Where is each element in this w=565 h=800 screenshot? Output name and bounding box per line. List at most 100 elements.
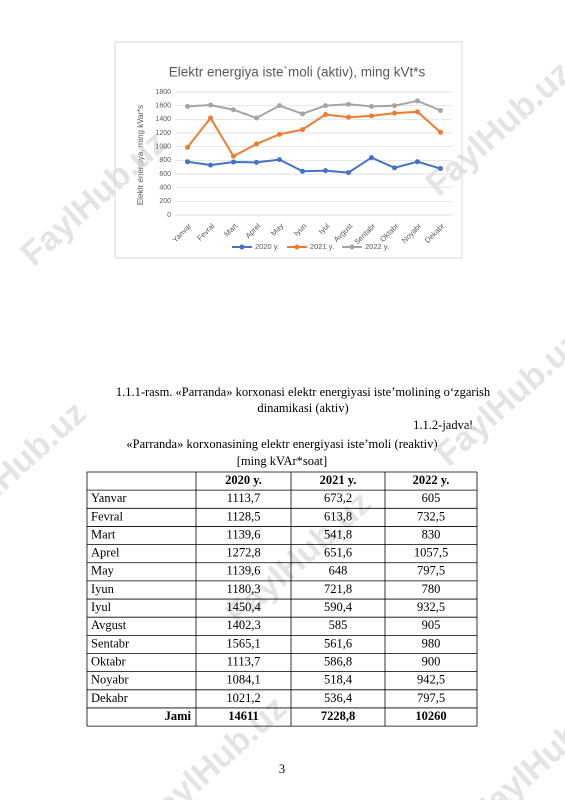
- table-cell: 2020 y.: [225, 473, 262, 487]
- point: [392, 110, 397, 116]
- y-tick-label: 1000: [155, 144, 171, 151]
- table-cell: 10260: [415, 709, 446, 723]
- point: [323, 168, 328, 174]
- point: [415, 98, 420, 104]
- table-cell: 605: [422, 491, 441, 505]
- watermark: FaylHub.uz: [0, 394, 94, 544]
- table-cell: Iyul: [91, 600, 112, 614]
- point: [185, 159, 190, 165]
- point: [346, 170, 351, 176]
- table-cell: 797,5: [417, 564, 445, 578]
- point: [438, 129, 443, 135]
- point: [323, 103, 328, 109]
- point: [392, 103, 397, 109]
- table-cell: 613,8: [324, 509, 352, 523]
- table-cell: 673,2: [324, 491, 352, 505]
- table-cell: Mart: [91, 527, 116, 541]
- point: [185, 144, 190, 150]
- table-cell: 1180,3: [227, 582, 261, 596]
- point: [300, 111, 305, 117]
- legend-label: 2022 y.: [365, 242, 389, 251]
- point: [323, 112, 328, 118]
- figure-caption: 1.1.1-rasm. «Parranda» korxonasi elektr …: [116, 385, 491, 415]
- table-cell: 2022 y.: [413, 473, 450, 487]
- table-cell: 7228,8: [321, 709, 355, 723]
- series-line: [187, 156, 441, 174]
- table-cell: 1113,7: [227, 491, 260, 505]
- table-cell: 905: [422, 618, 441, 632]
- table-cell: May: [91, 564, 115, 578]
- y-tick-label: 0: [167, 212, 171, 219]
- point: [231, 153, 236, 159]
- point: [231, 159, 236, 165]
- point: [254, 159, 259, 165]
- table-title: «Parranda» korxonasining elektr energiya…: [126, 437, 437, 451]
- table-cell: 585: [329, 618, 348, 632]
- table-cell: 942,5: [417, 673, 445, 687]
- y-tick-label: 600: [159, 171, 171, 178]
- y-tick-label: 1200: [155, 130, 171, 137]
- chart-frame: [114, 41, 463, 259]
- y-tick-label: 1600: [155, 103, 171, 110]
- table-unit: [ming kVAr*soat]: [237, 454, 327, 468]
- table-cell: Oktabr: [91, 654, 127, 668]
- table-cell: 1113,7: [227, 654, 260, 668]
- table-cell: Yanvar: [91, 491, 127, 505]
- point: [346, 114, 351, 120]
- table-cell: 1057,5: [414, 546, 448, 560]
- table-cell: 1139,6: [227, 564, 261, 578]
- table-cell: Noyabr: [91, 673, 129, 687]
- point: [208, 115, 213, 121]
- table-cell: 1128,5: [227, 509, 261, 523]
- table-cell: 14611: [228, 709, 259, 723]
- point: [231, 107, 236, 113]
- table-cell: 518,4: [324, 673, 353, 687]
- table-cell: 541,8: [324, 527, 352, 541]
- table-cell: Fevral: [91, 509, 123, 523]
- y-axis-label: Elektr energiya, ming kVar*s: [136, 105, 145, 205]
- series-line: [187, 99, 441, 120]
- table-cell: 797,5: [417, 691, 445, 705]
- point: [415, 109, 420, 115]
- legend-marker: [239, 244, 245, 250]
- table-cell: 1139,6: [227, 527, 261, 541]
- table-cell: 1021,2: [226, 691, 260, 705]
- y-tick-label: 200: [159, 198, 171, 205]
- y-tick-label: 1800: [155, 89, 171, 96]
- table-cell: 586,8: [324, 654, 352, 668]
- series-line: [186, 110, 442, 158]
- table-cell: Avgust: [91, 618, 127, 632]
- point: [438, 166, 443, 172]
- table-cell: Aprel: [91, 546, 120, 560]
- point: [208, 102, 213, 108]
- table-cell: 2021 y.: [320, 473, 357, 487]
- table-cell: 590,4: [324, 600, 353, 614]
- point: [300, 168, 305, 174]
- point: [346, 101, 351, 107]
- point: [415, 159, 420, 165]
- table-cell: 732,5: [417, 509, 445, 523]
- legend-label: 2020 y.: [255, 242, 279, 251]
- watermark: FaylHub.uz: [464, 684, 565, 800]
- table-cell: 651,6: [324, 546, 352, 560]
- point: [369, 155, 374, 161]
- table-cell: Iyun: [91, 582, 115, 596]
- point: [300, 127, 305, 133]
- y-tick-label: 800: [159, 157, 171, 164]
- point: [277, 103, 282, 109]
- legend-marker: [349, 244, 355, 250]
- legend-marker: [294, 244, 300, 250]
- table-cell: 932,5: [417, 600, 445, 614]
- table-cell: 721,8: [324, 582, 352, 596]
- table-cell: 536,4: [324, 691, 353, 705]
- table-number: 1.1.2-jadval.: [413, 418, 476, 432]
- point: [277, 131, 282, 137]
- point: [369, 113, 374, 119]
- table-cell: 1450,4: [226, 600, 261, 614]
- table-cell: 1565,1: [226, 636, 260, 650]
- watermark: FaylHub.uz: [134, 689, 294, 800]
- table-cell: Dekabr: [91, 691, 129, 705]
- table-cell: 1084,1: [226, 673, 260, 687]
- table-cell: 830: [422, 527, 441, 541]
- table-cell: Jami: [165, 709, 192, 723]
